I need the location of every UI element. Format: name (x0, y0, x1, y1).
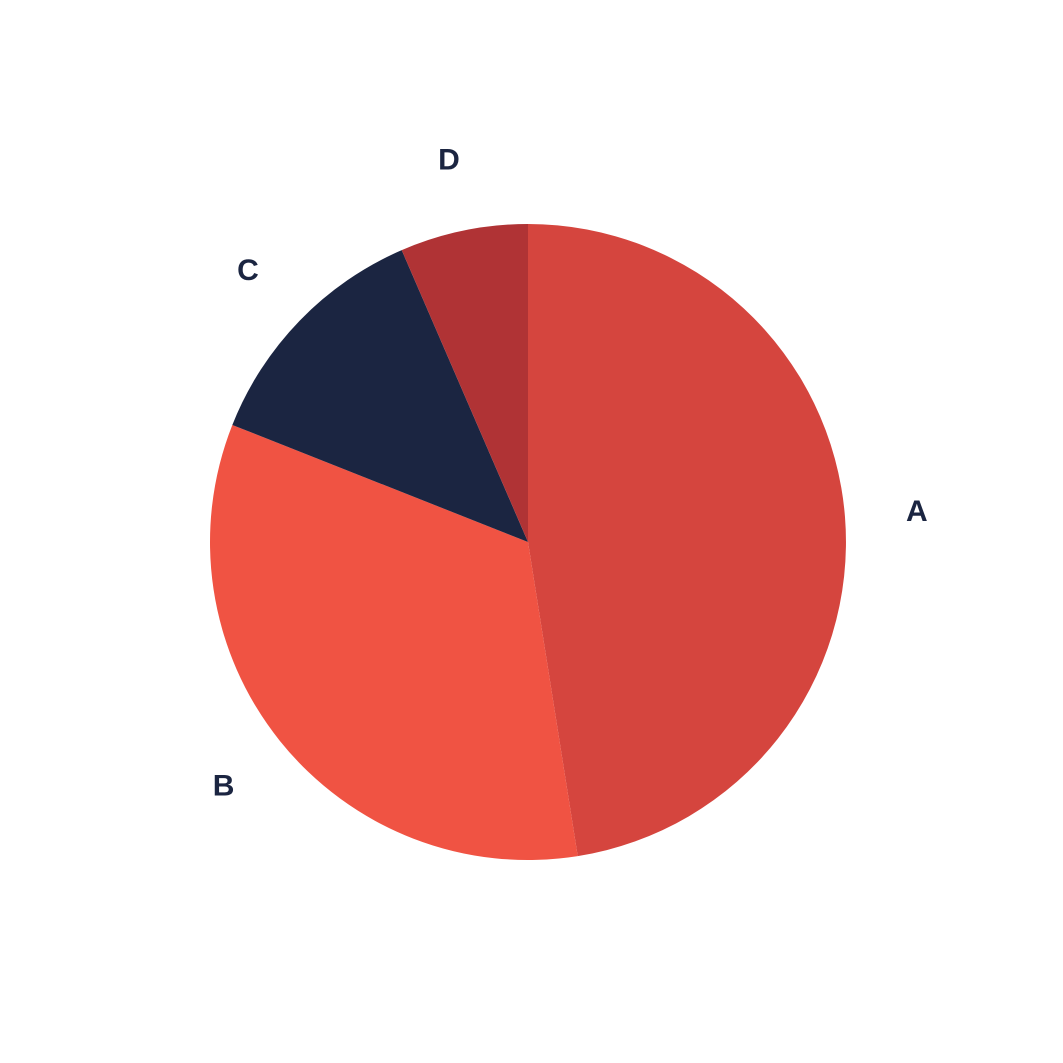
pie-labels: A B C D (213, 144, 928, 803)
pie-label-c: C (237, 254, 259, 287)
pie-slice-c (232, 250, 528, 542)
pie-slice-b (210, 424, 578, 860)
pie-label-d: D (438, 144, 460, 177)
pie-slice-a (528, 224, 846, 857)
pie-label-b: B (213, 769, 235, 802)
pie-slice-d (401, 224, 528, 542)
pie-label-a: A (906, 495, 928, 528)
pie-slices (210, 224, 846, 860)
